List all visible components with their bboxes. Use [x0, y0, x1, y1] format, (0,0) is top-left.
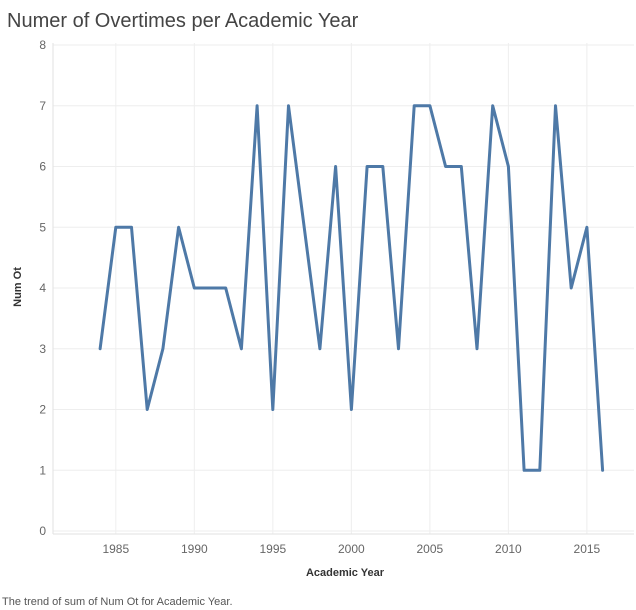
x-tick-label: 2010: [495, 542, 522, 556]
data-point: [146, 408, 149, 411]
data-point: [554, 104, 557, 107]
y-tick-label: 5: [39, 220, 46, 234]
y-tick-label: 7: [39, 99, 46, 113]
x-tick-label: 1995: [259, 542, 286, 556]
series-line: [98, 104, 605, 472]
data-point: [475, 347, 478, 350]
y-tick-label: 2: [39, 403, 46, 417]
chart-title: Numer of Overtimes per Academic Year: [7, 10, 359, 32]
data-point: [523, 469, 526, 472]
data-point: [161, 347, 164, 350]
data-point: [491, 104, 494, 107]
data-point: [224, 287, 227, 290]
data-point: [318, 347, 321, 350]
data-point: [601, 469, 604, 472]
y-axis-label: Num Ot: [12, 267, 24, 307]
data-point: [444, 165, 447, 168]
data-point: [413, 104, 416, 107]
data-point: [193, 287, 196, 290]
x-tick-label: 1985: [102, 542, 129, 556]
y-tick-label: 8: [39, 38, 46, 52]
data-point: [350, 408, 353, 411]
data-point: [240, 347, 243, 350]
data-point: [256, 104, 259, 107]
data-point: [538, 469, 541, 472]
data-point: [334, 165, 337, 168]
data-point: [303, 226, 306, 229]
x-tick-label: 2015: [574, 542, 601, 556]
data-point: [271, 408, 274, 411]
data-point: [507, 165, 510, 168]
y-tick-label: 6: [39, 160, 46, 174]
x-tick-label: 1990: [181, 542, 208, 556]
y-tick-label: 3: [39, 342, 46, 356]
x-axis-label: Academic Year: [306, 567, 385, 579]
data-point: [209, 287, 212, 290]
x-tick-label: 2005: [417, 542, 444, 556]
y-tick-label: 1: [39, 463, 46, 477]
data-point: [570, 287, 573, 290]
data-point: [177, 226, 180, 229]
data-point: [287, 104, 290, 107]
x-tick-label: 2000: [338, 542, 365, 556]
data-point: [585, 226, 588, 229]
data-point: [397, 347, 400, 350]
data-point: [99, 347, 102, 350]
data-point: [460, 165, 463, 168]
data-point: [130, 226, 133, 229]
gridlines: [53, 43, 634, 534]
series-layer: [98, 104, 605, 472]
data-point: [366, 165, 369, 168]
data-point: [381, 165, 384, 168]
axes: 0 1 2 3 4 5 6 7 8 1985 1990 1995 2000 2005 2010 2015: [39, 38, 634, 556]
y-tick-label: 0: [39, 524, 46, 538]
data-point: [428, 104, 431, 107]
data-point: [114, 226, 117, 229]
line-chart: 0 1 2 3 4 5 6 7 8 1985 1990 1995 2000 2005 2010 2015 Ac…: [12, 38, 634, 579]
chart-caption: The trend of sum of Num Ot for Academic …: [2, 596, 233, 608]
y-tick-label: 4: [39, 281, 46, 295]
